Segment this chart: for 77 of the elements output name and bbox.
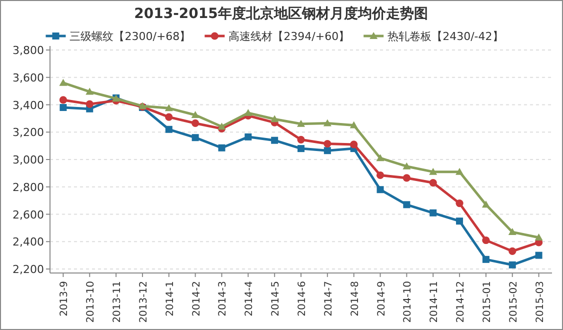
x-tick-label: 2014-2 [191, 281, 202, 316]
point [402, 174, 410, 182]
point [482, 200, 490, 208]
point [297, 136, 305, 144]
x-tick-label: 2014-9 [376, 281, 388, 316]
point [192, 134, 199, 142]
point [429, 168, 438, 175]
point [456, 168, 464, 175]
point [376, 186, 384, 194]
point [482, 256, 490, 263]
x-tick-label: 2015-03 [534, 281, 546, 323]
y-tick-label: 3,200 [12, 126, 44, 140]
x-tick-label: 2014-3 [218, 281, 229, 316]
y-tick-label: 3,000 [12, 154, 44, 166]
point [218, 144, 226, 152]
point [60, 104, 67, 111]
point [430, 209, 437, 216]
point [86, 88, 94, 95]
y-tick-label: 2,600 [12, 208, 44, 222]
legend-label: 高速线材【2394/+60】 [228, 30, 350, 43]
point [165, 113, 173, 121]
point [323, 119, 332, 126]
point [508, 228, 516, 236]
point [534, 234, 543, 241]
point [508, 247, 516, 256]
point [165, 126, 172, 133]
point [324, 147, 331, 154]
point [244, 133, 252, 140]
x-tick-label: 2014-6 [297, 281, 308, 316]
point [192, 119, 200, 128]
y-tick-label: 2,200 [12, 263, 44, 276]
point [164, 104, 173, 112]
point [376, 154, 384, 162]
point [86, 100, 94, 108]
point [402, 162, 411, 170]
y-tick-label: 3,800 [12, 44, 44, 57]
point [535, 252, 542, 259]
point [508, 261, 516, 268]
point [191, 111, 200, 118]
point [429, 178, 437, 187]
x-tick-label: 2015-01 [482, 281, 493, 323]
x-tick-label: 2013-12 [138, 281, 150, 323]
legend-label: 三级螺纹【2300/+68】 [70, 30, 191, 43]
x-tick-label: 2014-8 [350, 281, 361, 316]
point [59, 96, 68, 104]
point [324, 140, 332, 148]
x-tick-label: 2014-11 [429, 281, 440, 323]
x-tick-label: 2013-10 [86, 281, 97, 323]
x-tick-label: 2015-02 [508, 281, 520, 323]
point [376, 171, 384, 180]
point [218, 122, 226, 130]
x-tick-label: 2013-9 [59, 281, 70, 316]
point [403, 201, 410, 208]
y-tick-label: 3,400 [12, 98, 44, 112]
x-tick-label: 2014-12 [456, 281, 467, 323]
point [350, 121, 358, 128]
point [482, 236, 490, 244]
point [297, 120, 305, 127]
point [244, 108, 252, 116]
x-tick-label: 2014-7 [323, 281, 334, 316]
x-tick-label: 2013-11 [112, 281, 124, 323]
chart-title: 2013-2015年度北京地区钢材月度均价走势图 [134, 5, 428, 22]
y-tick-label: 2,400 [12, 236, 44, 249]
point [350, 140, 358, 148]
x-tick-label: 2014-4 [244, 281, 256, 316]
point [59, 78, 68, 86]
y-tick-label: 2,800 [12, 180, 44, 194]
y-tick-label: 3,600 [12, 71, 44, 84]
x-tick-label: 2014-5 [270, 281, 282, 316]
point [270, 115, 279, 122]
x-tick-label: 2014-1 [164, 281, 176, 316]
x-tick-label: 2014-10 [402, 281, 414, 323]
point [456, 200, 464, 208]
point [298, 145, 304, 152]
legend-label: 热轧卷板【2430/-42】 [388, 30, 504, 43]
point [456, 218, 464, 225]
point [271, 136, 278, 144]
